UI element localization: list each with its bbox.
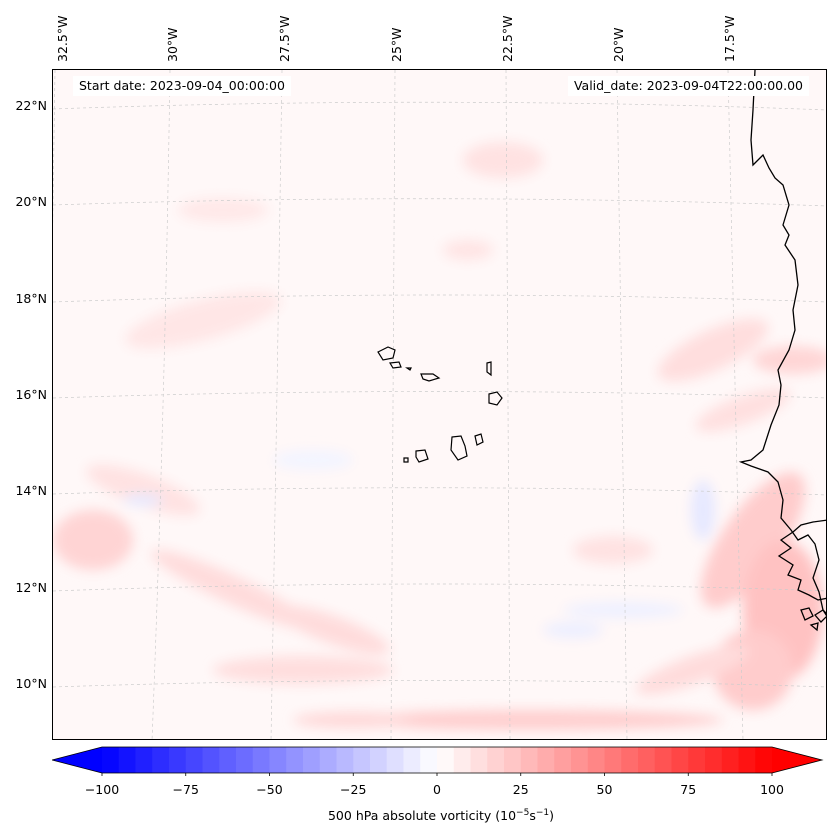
colorbar-segment	[571, 747, 589, 773]
colorbar-tick-label: 100	[760, 782, 784, 797]
colorbar-segment	[269, 747, 287, 773]
colorbar-segment	[437, 747, 455, 773]
colorbar-segment	[185, 747, 203, 773]
lat-label-22n: 22°N	[15, 98, 47, 113]
colorbar-segment	[688, 747, 706, 773]
colorbar-segment	[453, 747, 471, 773]
colorbar-segment	[353, 747, 371, 773]
colorbar-segment	[319, 747, 337, 773]
colorbar-label-end: )	[549, 808, 554, 824]
colorbar-segment	[102, 747, 120, 773]
colorbar-label: 500 hPa absolute vorticity (10−5s−1)	[0, 808, 837, 823]
colorbar-segment	[252, 747, 270, 773]
colorbar-segment	[236, 747, 254, 773]
lat-label-16n: 16°N	[15, 387, 47, 402]
lat-label-14n: 14°N	[15, 483, 47, 498]
colorbar-segment	[587, 747, 605, 773]
colorbar-segment	[671, 747, 689, 773]
lon-label-17-5w: 17.5°W	[722, 15, 737, 62]
colorbar-segment	[537, 747, 555, 773]
lon-label-25w: 25°W	[389, 27, 404, 62]
colorbar-segment	[403, 747, 421, 773]
colorbar-segment	[370, 747, 388, 773]
colorbar-segment	[604, 747, 622, 773]
vorticity-map	[52, 69, 827, 740]
colorbar-segment	[705, 747, 723, 773]
cape-verde-islands	[377, 346, 503, 463]
colorbar-segment	[152, 747, 170, 773]
colorbar-segment	[755, 747, 773, 773]
colorbar-segment	[504, 747, 522, 773]
colorbar-segment	[621, 747, 639, 773]
colorbar-segment	[169, 747, 187, 773]
colorbar-segment	[118, 747, 136, 773]
lon-label-30w: 30°W	[165, 27, 180, 62]
colorbar-tick-label: 25	[512, 782, 529, 797]
lat-label-12n: 12°N	[15, 580, 47, 595]
colorbar-tick-label: −50	[256, 782, 283, 797]
colorbar-label-exp1: −5	[516, 808, 530, 818]
valid-date-label: Valid_date: 2023-09-04T22:00:00.00	[567, 76, 809, 96]
colorbar-extend-min	[52, 747, 102, 773]
coastlines	[738, 70, 826, 632]
lat-label-20n: 20°N	[15, 194, 47, 209]
colorbar-segment	[487, 747, 505, 773]
colorbar-segment	[738, 747, 756, 773]
colorbar-label-exp2: −1	[535, 808, 550, 818]
colorbar-segment	[721, 747, 739, 773]
graticule	[53, 70, 826, 739]
map-canvas	[53, 70, 826, 739]
colorbar-segment	[219, 747, 237, 773]
colorbar-tick-label: −100	[84, 782, 120, 797]
colorbar-segment	[520, 747, 538, 773]
colorbar-tick-label: 0	[433, 782, 441, 797]
colorbar-tick-label: −75	[172, 782, 199, 797]
colorbar	[52, 746, 824, 776]
lon-label-20w: 20°W	[611, 27, 626, 62]
colorbar-segment	[202, 747, 220, 773]
colorbar-label-mid: s	[529, 808, 536, 824]
colorbar-segment	[135, 747, 153, 773]
vorticity-field	[53, 142, 826, 730]
colorbar-segment	[470, 747, 488, 773]
colorbar-segment	[286, 747, 304, 773]
lon-label-22-5w: 22.5°W	[500, 15, 515, 62]
colorbar-tick-label: 50	[596, 782, 613, 797]
colorbar-segment	[420, 747, 438, 773]
colorbar-extend-max	[772, 747, 822, 773]
colorbar-segment	[303, 747, 321, 773]
colorbar-tick-label: −25	[340, 782, 367, 797]
start-date-label: Start date: 2023-09-04_00:00:00	[73, 76, 291, 96]
colorbar-segment	[336, 747, 354, 773]
lat-label-18n: 18°N	[15, 291, 47, 306]
colorbar-label-main: 500 hPa absolute vorticity (10	[327, 808, 517, 824]
colorbar-segment	[638, 747, 656, 773]
colorbar-tick-label: 75	[680, 782, 697, 797]
colorbar-segment	[386, 747, 404, 773]
colorbar-segment	[554, 747, 572, 773]
colorbar-segment	[654, 747, 672, 773]
lon-label-32-5w: 32.5°W	[55, 15, 70, 62]
colorbar-segments	[52, 747, 822, 773]
lat-label-10n: 10°N	[15, 676, 47, 691]
lon-label-27-5w: 27.5°W	[277, 15, 292, 62]
